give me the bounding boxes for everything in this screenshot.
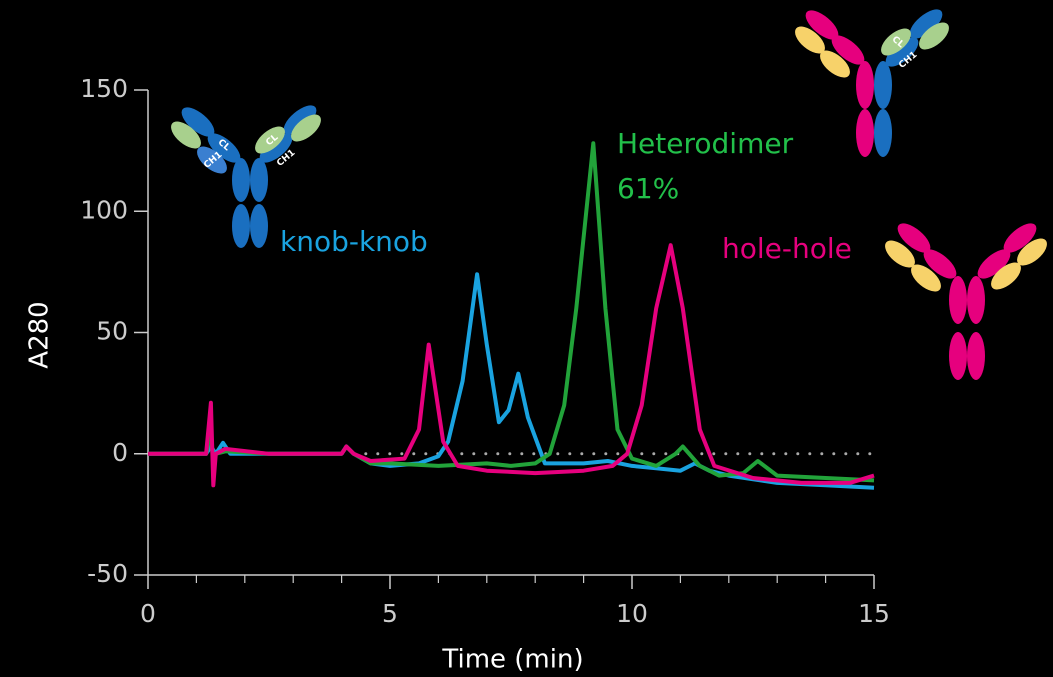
antibody-icon: CL CH1 bbox=[795, 9, 949, 157]
x-axis-title: Time (min) bbox=[441, 645, 583, 675]
y-tick-label: 50 bbox=[96, 317, 128, 346]
x-tick-label: 0 bbox=[140, 599, 156, 628]
antibody-icon: CL CH1 CL CH1 bbox=[171, 105, 321, 248]
series-label: knob-knob bbox=[280, 225, 428, 258]
x-tick-label: 10 bbox=[616, 599, 648, 628]
y-tick-label: -50 bbox=[87, 559, 128, 588]
x-tick-label: 5 bbox=[382, 599, 398, 628]
y-tick-label: 150 bbox=[80, 74, 128, 103]
y-axis-title: A280 bbox=[25, 301, 55, 368]
series-label: hole-hole bbox=[722, 232, 852, 265]
annotation: 61% bbox=[617, 172, 679, 205]
series-label: Heterodimer bbox=[617, 127, 794, 160]
antibody-icon bbox=[885, 223, 1047, 380]
y-tick-label: 0 bbox=[112, 438, 128, 467]
y-tick-label: 100 bbox=[80, 195, 128, 224]
x-tick-label: 15 bbox=[858, 599, 890, 628]
series-line bbox=[148, 243, 875, 488]
series-line bbox=[148, 272, 875, 490]
